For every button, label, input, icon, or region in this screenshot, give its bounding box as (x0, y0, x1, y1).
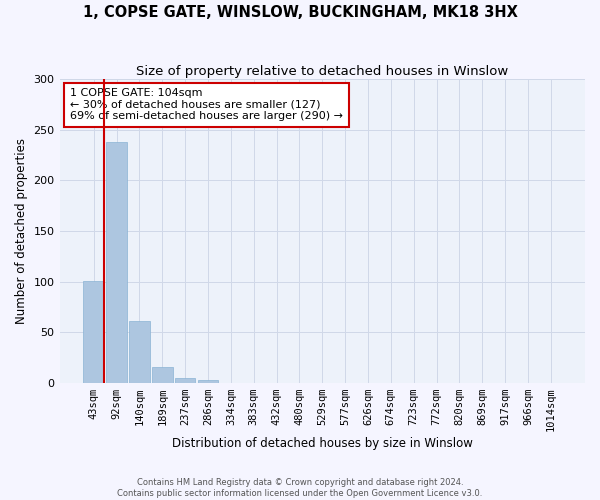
Text: 1, COPSE GATE, WINSLOW, BUCKINGHAM, MK18 3HX: 1, COPSE GATE, WINSLOW, BUCKINGHAM, MK18… (83, 5, 517, 20)
Bar (129, 321, 150, 383)
Text: Contains HM Land Registry data © Crown copyright and database right 2024.
Contai: Contains HM Land Registry data © Crown c… (118, 478, 482, 498)
Bar (152, 366, 173, 383)
Title: Size of property relative to detached houses in Winslow: Size of property relative to detached ho… (136, 65, 508, 78)
Y-axis label: Number of detached properties: Number of detached properties (15, 138, 28, 324)
Bar (83, 280, 104, 383)
X-axis label: Distribution of detached houses by size in Winslow: Distribution of detached houses by size … (172, 437, 473, 450)
Bar (175, 378, 196, 383)
Bar (106, 142, 127, 383)
Bar (198, 380, 218, 383)
Text: 1 COPSE GATE: 104sqm
← 30% of detached houses are smaller (127)
69% of semi-deta: 1 COPSE GATE: 104sqm ← 30% of detached h… (70, 88, 343, 122)
